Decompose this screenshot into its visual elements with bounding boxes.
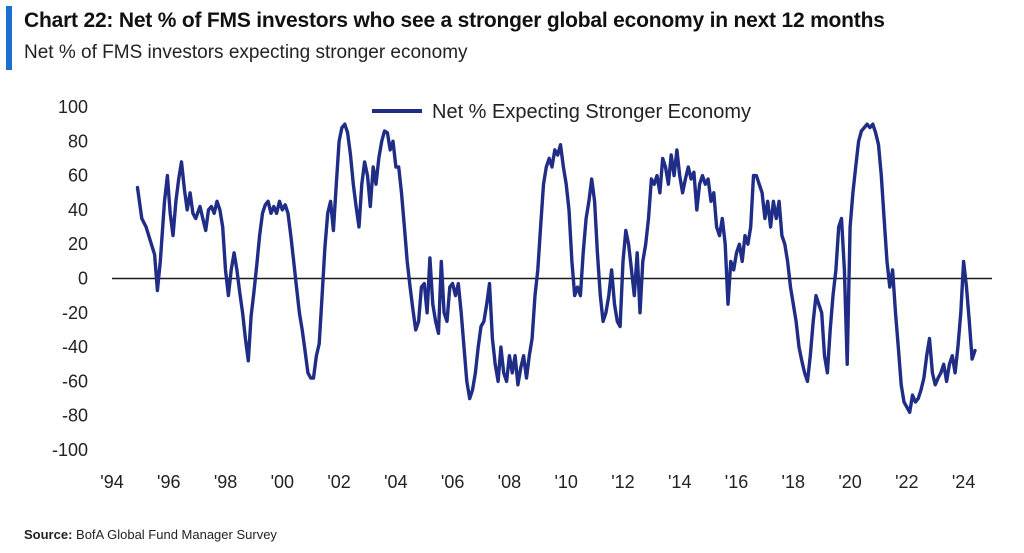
x-tick-label: '10 [554, 472, 577, 492]
y-tick-label: 20 [68, 234, 88, 254]
y-tick-label: -40 [62, 337, 88, 357]
y-tick-label: 0 [78, 269, 88, 289]
source-note: Source: BofA Global Fund Manager Survey [24, 527, 277, 542]
y-tick-label: -60 [62, 371, 88, 391]
x-axis-labels: '94 '96 '98 '00 '02 '04 '06 '08 '10 '12 '14 '16 '18 '… [100, 472, 975, 492]
x-tick-label: '94 [100, 472, 123, 492]
x-tick-label: '24 [952, 472, 975, 492]
y-tick-label: 60 [68, 166, 88, 186]
x-tick-label: '04 [384, 472, 407, 492]
x-tick-label: '20 [838, 472, 861, 492]
x-tick-label: '18 [782, 472, 805, 492]
chart-subtitle: Net % of FMS investors expecting stronge… [24, 42, 468, 63]
x-tick-label: '00 [271, 472, 294, 492]
legend: Net % Expecting Stronger Economy [372, 101, 751, 123]
x-tick-label: '22 [895, 472, 918, 492]
title-accent-bar [6, 6, 12, 70]
y-tick-label: 100 [58, 97, 88, 117]
y-axis-labels: 100 80 60 40 20 0 -20 -40 -60 -80 -100 [52, 97, 88, 460]
series-line [135, 122, 977, 414]
x-tick-label: '06 [441, 472, 464, 492]
x-tick-label: '96 [157, 472, 180, 492]
source-label: Source: [24, 527, 73, 542]
y-tick-label: -20 [62, 303, 88, 323]
x-tick-label: '16 [725, 472, 748, 492]
x-tick-label: '14 [668, 472, 691, 492]
x-tick-label: '98 [214, 472, 237, 492]
legend-label: Net % Expecting Stronger Economy [432, 101, 751, 123]
source-text: BofA Global Fund Manager Survey [76, 527, 277, 542]
chart-title: Chart 22: Net % of FMS investors who see… [24, 9, 885, 32]
y-tick-label: -100 [52, 440, 88, 460]
x-tick-label: '02 [327, 472, 350, 492]
y-tick-label: -80 [62, 406, 88, 426]
x-tick-label: '12 [611, 472, 634, 492]
x-tick-label: '08 [498, 472, 521, 492]
y-tick-label: 40 [68, 200, 88, 220]
y-tick-label: 80 [68, 131, 88, 151]
